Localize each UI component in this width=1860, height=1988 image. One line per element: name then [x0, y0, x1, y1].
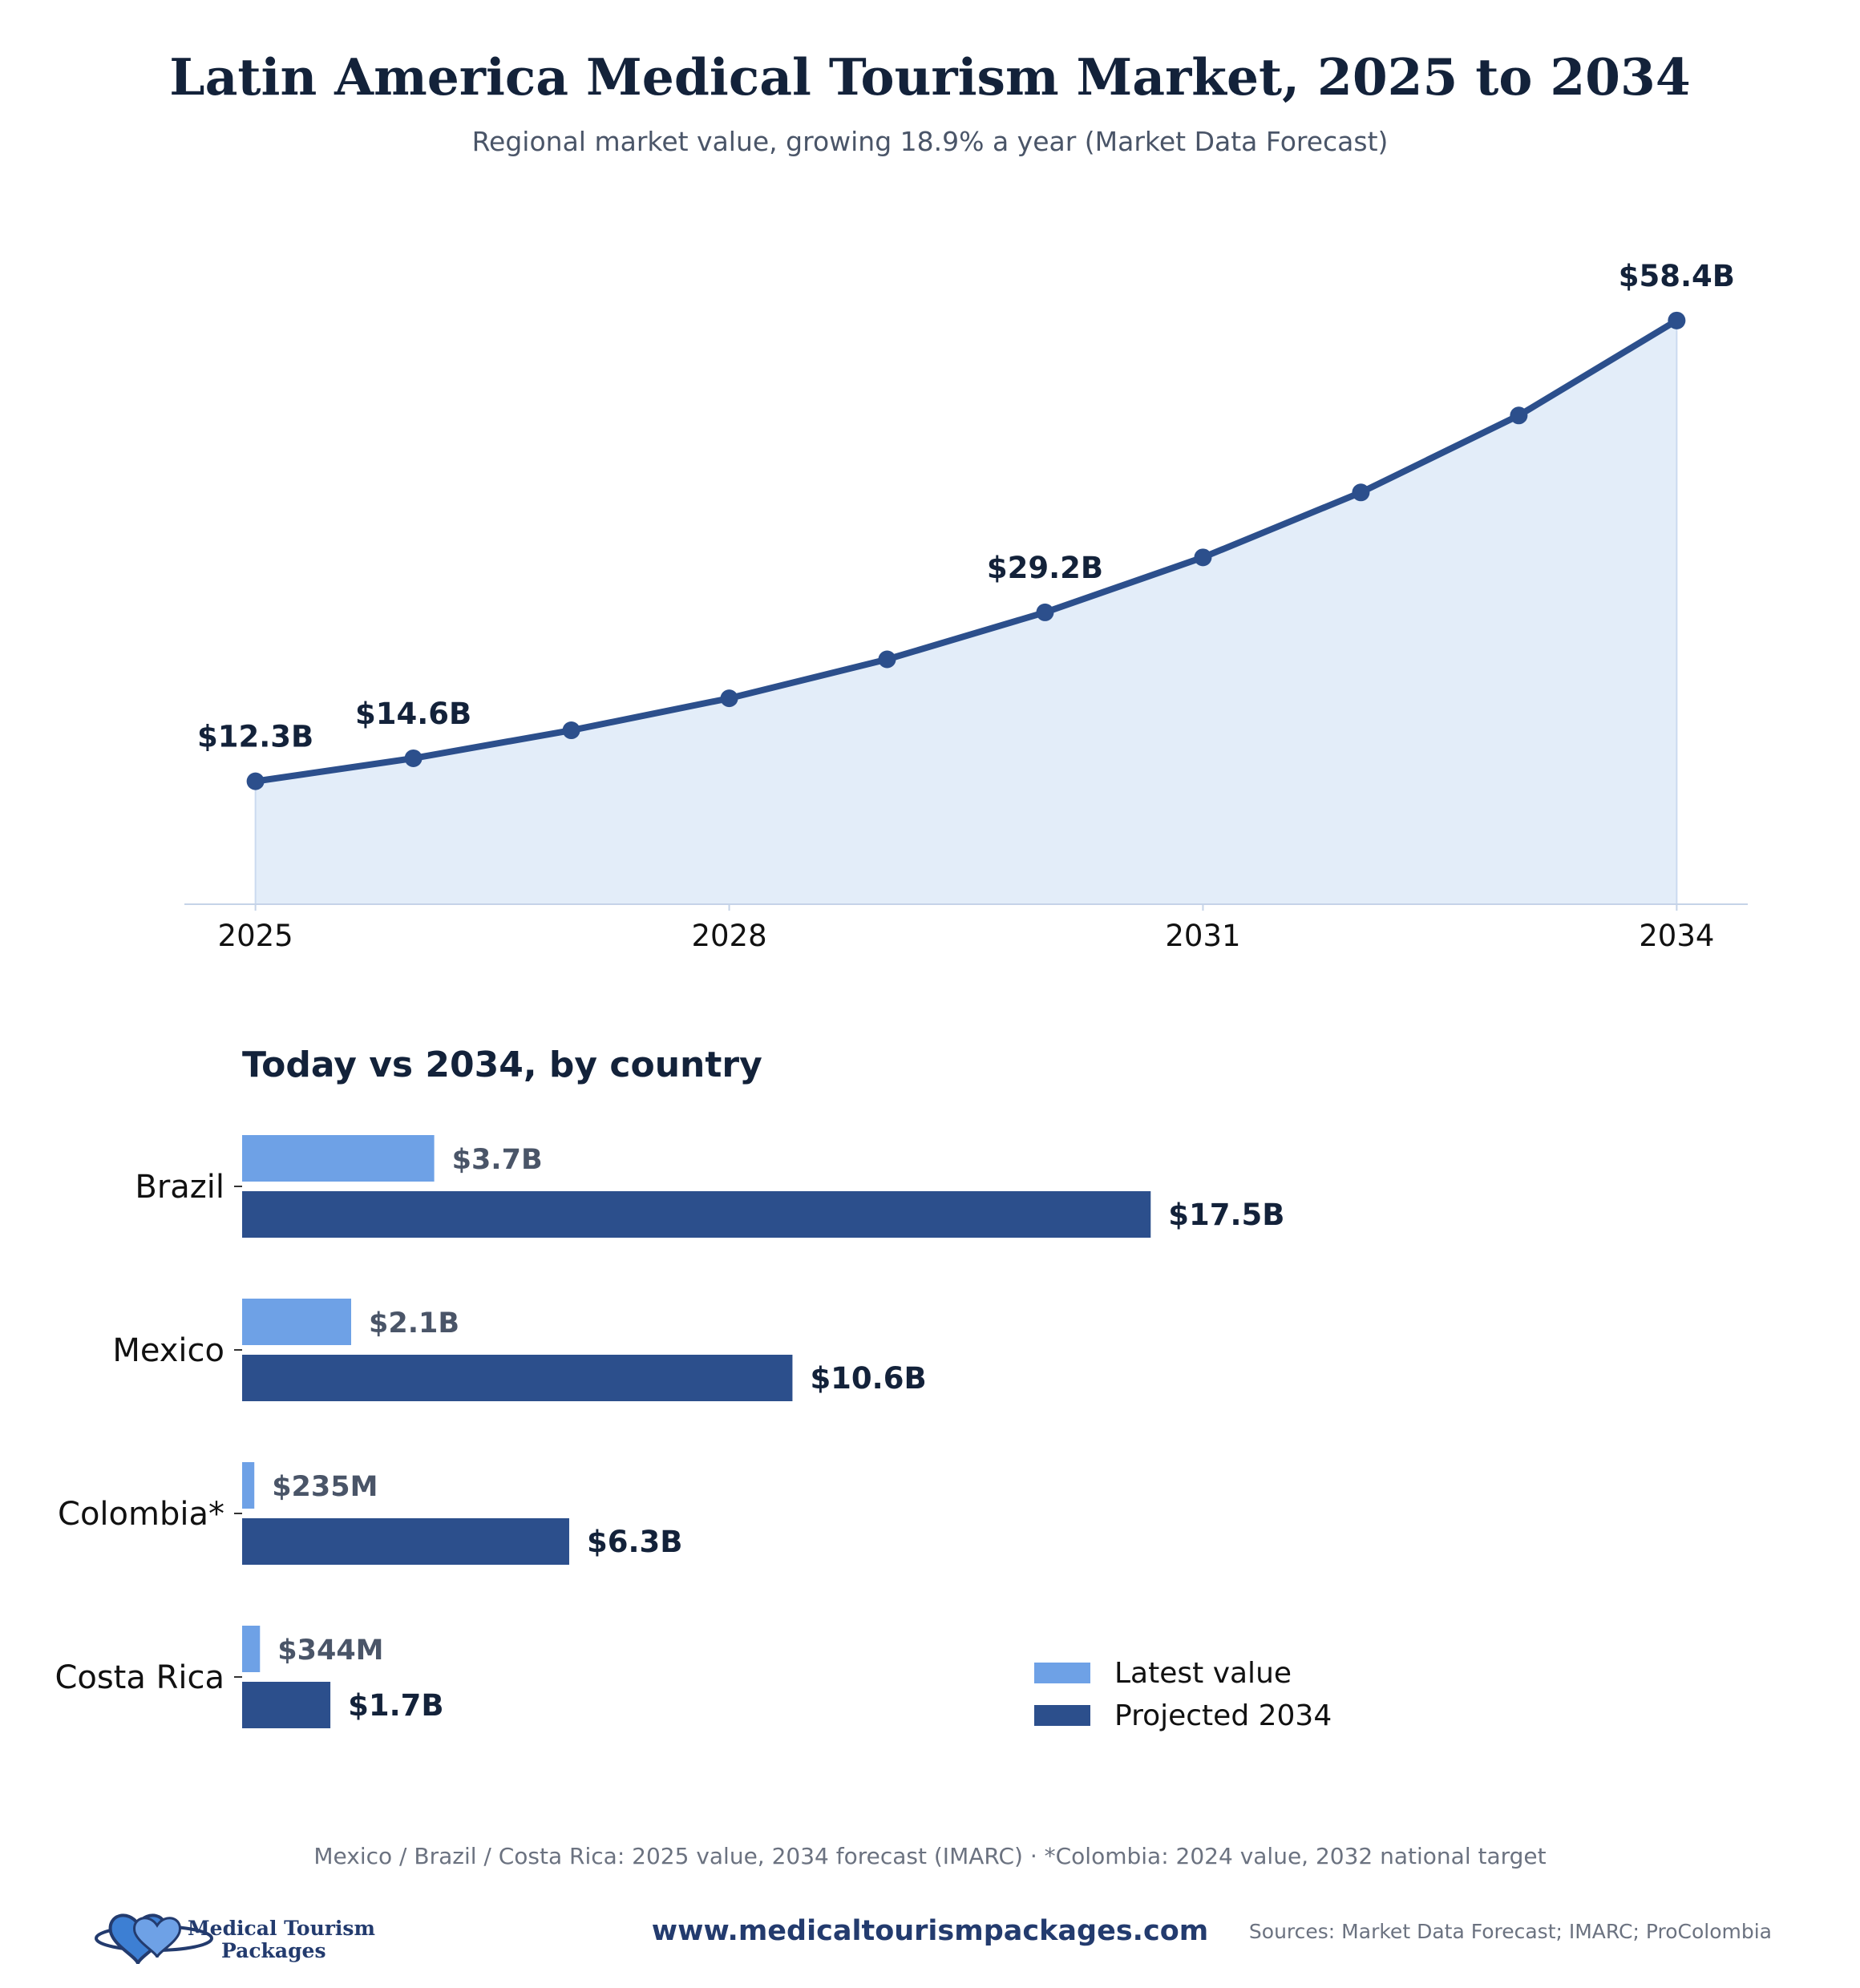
data-point	[562, 721, 580, 740]
projected-2034-bar	[242, 1682, 331, 1728]
point-value-label: $58.4B	[1619, 259, 1735, 293]
bar-chart-legend: Latest value Projected 2034	[1034, 1657, 1332, 1732]
website-link[interactable]: www.medicaltourismpackages.com	[652, 1915, 1208, 1947]
logo: Medical Tourism Packages	[95, 1913, 375, 1965]
x-tick-label: 2034	[1639, 919, 1714, 953]
legend-swatch	[1034, 1705, 1090, 1726]
data-point	[246, 772, 265, 790]
data-point	[720, 689, 738, 708]
data-point	[1668, 311, 1686, 329]
point-value-label: $14.6B	[355, 697, 471, 731]
latest-value-bar	[242, 1626, 261, 1672]
bar-value-label: $17.5B	[1168, 1198, 1284, 1232]
footnote: Mexico / Brazil / Costa Rica: 2025 value…	[313, 1843, 1546, 1869]
x-tick-label: 2025	[218, 919, 293, 953]
point-value-label: $29.2B	[987, 551, 1103, 585]
data-point	[878, 650, 896, 669]
latest-value-bar	[242, 1462, 255, 1509]
logo-text-line2: Packages	[221, 1939, 326, 1962]
category-label: Costa Rica	[55, 1659, 224, 1696]
x-tick-label: 2031	[1165, 919, 1240, 953]
projected-2034-bar	[242, 1191, 1151, 1238]
data-point	[1510, 406, 1528, 425]
data-point	[1352, 483, 1370, 502]
logo-text-line1: Medical Tourism	[188, 1917, 375, 1940]
legend-swatch	[1034, 1663, 1090, 1683]
bar-value-label: $344M	[277, 1634, 383, 1667]
projected-2034-bar	[242, 1355, 793, 1401]
data-point	[1036, 603, 1054, 621]
bar-chart-title: Today vs 2034, by country	[242, 1045, 762, 1085]
data-point	[404, 749, 423, 767]
projected-2034-bar	[242, 1518, 569, 1565]
latest-value-bar	[242, 1299, 351, 1345]
sources-note: Sources: Market Data Forecast; IMARC; Pr…	[1249, 1920, 1772, 1943]
category-label: Mexico	[112, 1332, 224, 1369]
bar-value-label: $1.7B	[348, 1688, 444, 1723]
market-value-line-chart: $12.3B $14.6B $29.2B $58.4B 2025 2028 2031 2034	[184, 259, 1748, 953]
category-label: Brazil	[135, 1169, 224, 1206]
market-value-line	[255, 317, 1679, 785]
legend-label: Projected 2034	[1114, 1699, 1332, 1732]
data-point	[1194, 548, 1212, 567]
heart-icon	[133, 1917, 181, 1958]
chart-subtitle: Regional market value, growing 18.9% a y…	[472, 126, 1389, 157]
bar-value-label: $2.1B	[369, 1307, 459, 1339]
bar-value-label: $235M	[272, 1471, 378, 1503]
x-tick-label: 2028	[691, 919, 766, 953]
point-value-label: $12.3B	[197, 720, 313, 754]
legend-label: Latest value	[1114, 1657, 1292, 1690]
bar-value-label: $6.3B	[587, 1525, 683, 1559]
bar-value-label: $3.7B	[452, 1144, 543, 1176]
bar-value-label: $10.6B	[810, 1361, 926, 1396]
country-bar-chart: Brazil $3.7B $17.5B Mexico $2.1B $10.6B Colomb…	[55, 1135, 1285, 1728]
latest-value-bar	[242, 1135, 435, 1182]
category-label: Colombia*	[58, 1496, 224, 1533]
market-area-fill	[254, 319, 1678, 905]
chart-title: Latin America Medical Tourism Market, 20…	[169, 47, 1690, 107]
